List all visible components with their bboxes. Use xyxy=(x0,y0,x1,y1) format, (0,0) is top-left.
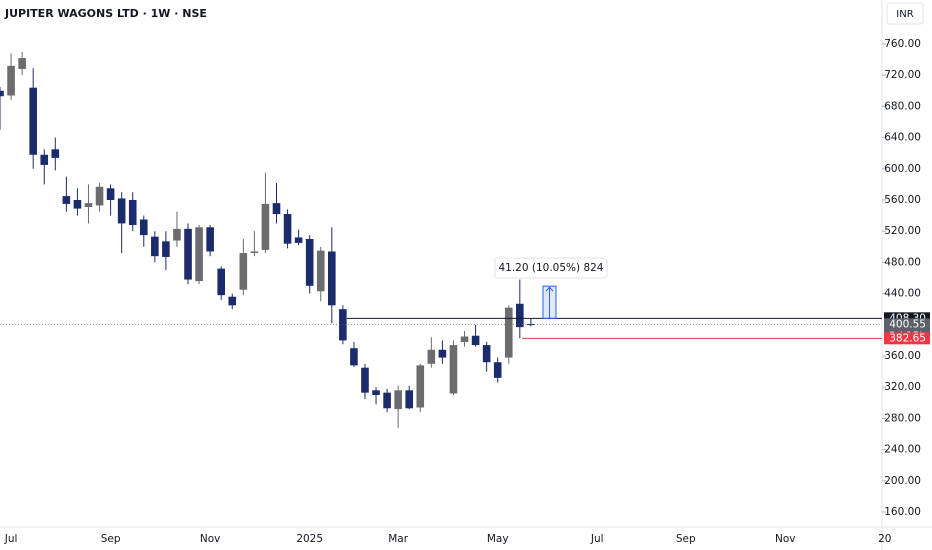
candle-body xyxy=(516,303,524,328)
candle-body xyxy=(51,149,60,158)
candle-body xyxy=(372,390,380,395)
y-tick-label: 240.00 xyxy=(884,444,921,456)
candle-body xyxy=(261,203,270,250)
candle-body xyxy=(316,250,325,292)
measure-label: 41.20 (10.05%) 824 xyxy=(498,262,603,274)
candle-body xyxy=(73,200,82,209)
candle-body xyxy=(217,268,225,296)
candle-body xyxy=(438,349,447,358)
x-tick-label: Nov xyxy=(200,533,221,545)
x-tick-label: Nov xyxy=(775,533,796,545)
candle-body xyxy=(449,345,458,394)
candle-body xyxy=(250,251,259,254)
y-tick-label: 560.00 xyxy=(884,194,921,206)
candle-body xyxy=(272,203,281,215)
y-tick-label: 440.00 xyxy=(884,288,921,300)
candle-body xyxy=(0,90,4,97)
candle-body xyxy=(184,228,192,280)
candle-body xyxy=(206,227,214,252)
candle-body xyxy=(350,348,358,366)
candle-body xyxy=(482,345,491,363)
x-tick-label: 2025 xyxy=(296,533,323,545)
y-tick-label: 680.00 xyxy=(884,100,921,112)
candle-body xyxy=(405,390,414,409)
x-tick-label: Jul xyxy=(4,533,18,545)
currency-box xyxy=(886,2,924,25)
candle-body xyxy=(416,365,425,408)
candle-body xyxy=(493,362,502,378)
candle-body xyxy=(173,228,181,241)
candle-body xyxy=(84,203,93,208)
measure-label-box xyxy=(494,257,608,279)
x-tick-label: Sep xyxy=(676,533,696,545)
candle-body xyxy=(394,390,402,410)
candle-body xyxy=(427,349,436,364)
x-tick-label: 20 xyxy=(878,533,891,545)
y-tick-label: 640.00 xyxy=(884,132,921,144)
candle-body xyxy=(151,236,159,257)
candle-body xyxy=(162,241,170,257)
y-tick-label: 480.00 xyxy=(884,256,921,268)
x-tick-label: Sep xyxy=(101,533,121,545)
measure-arrowhead xyxy=(545,286,554,292)
candle-body xyxy=(40,154,49,165)
y-tick-label: 720.00 xyxy=(884,69,921,81)
y-tick-label: 320.00 xyxy=(884,381,921,393)
x-tick-label: Mar xyxy=(388,533,408,545)
currency: INR xyxy=(896,9,913,20)
price-label: 382.65 xyxy=(889,332,926,344)
candle-body xyxy=(195,227,203,282)
candle-body xyxy=(7,65,15,96)
candle-body xyxy=(62,196,71,204)
x-tick-label: May xyxy=(487,533,509,545)
candle-body xyxy=(328,251,336,306)
candle-body xyxy=(383,392,391,409)
candle-body xyxy=(294,237,303,243)
candle-body xyxy=(18,58,26,69)
price-label: 400.55 xyxy=(889,318,926,330)
candle-body xyxy=(29,87,37,155)
candle-body xyxy=(471,335,480,346)
candle-body xyxy=(305,239,314,286)
y-tick-label: 360.00 xyxy=(884,350,921,362)
candle-body xyxy=(239,253,248,290)
candle-body xyxy=(460,336,469,342)
y-tick-label: 280.00 xyxy=(884,412,921,424)
candle-body xyxy=(128,200,137,225)
y-tick-label: 520.00 xyxy=(884,225,921,237)
candle-body xyxy=(527,324,535,326)
candle-body xyxy=(283,214,292,244)
candle-body xyxy=(95,186,104,206)
candle-body xyxy=(361,367,369,393)
x-tick-label: Jul xyxy=(590,533,604,545)
y-tick-label: 760.00 xyxy=(884,38,921,50)
candle-body xyxy=(106,188,115,200)
candle-body xyxy=(228,296,237,306)
price-label-box xyxy=(884,332,930,345)
y-tick-label: 160.00 xyxy=(884,506,921,518)
candle-body xyxy=(139,219,148,236)
chart-title: JUPITER WAGONS LTD · 1W · NSE xyxy=(4,7,207,20)
candle-body xyxy=(504,307,513,358)
y-tick-label: 200.00 xyxy=(884,475,921,487)
y-tick-label: 600.00 xyxy=(884,163,921,175)
candle-body xyxy=(117,198,126,224)
